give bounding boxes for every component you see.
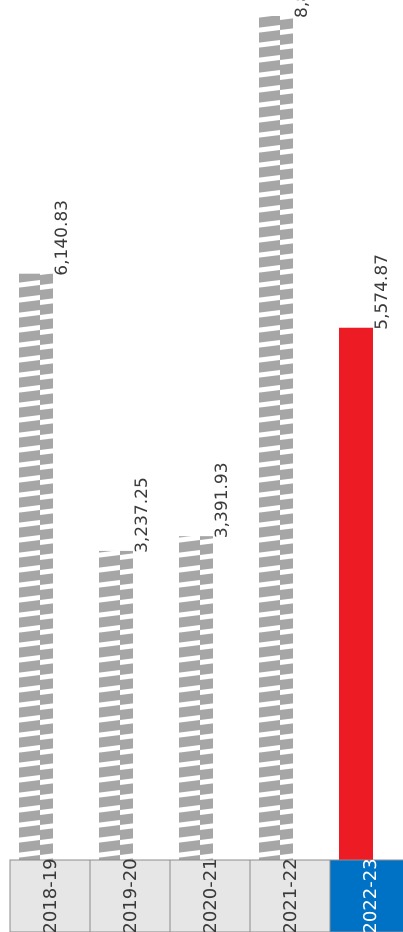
value-labels-layer: 6,140.83 3,237.25 3,391.93 8,840.06 5,574.87	[52, 0, 392, 553]
category-axis: 2018-19 2019-20 2020-21 2021-22 2022-23	[9, 858, 403, 932]
category-box-2021-22	[249, 859, 331, 932]
value-label-2018-19: 6,140.83	[52, 200, 72, 276]
category-box-2022-23	[329, 859, 403, 932]
category-label-2021-22: 2021-22	[280, 858, 301, 932]
value-label-2022-23: 5,574.87	[372, 254, 392, 330]
value-label-2021-22: 8,840.06	[292, 0, 312, 18]
category-label-2020-21: 2020-21	[200, 858, 221, 932]
bar-2018-19	[19, 273, 53, 861]
bar-2019-20	[99, 550, 133, 860]
category-box-2018-19	[9, 859, 91, 932]
bar-2021-22	[259, 16, 293, 860]
category-box-2019-20	[89, 859, 171, 932]
category-label-2019-20: 2019-20	[120, 858, 141, 932]
value-label-2020-21: 3,391.93	[212, 462, 232, 538]
bars-layer	[19, 16, 373, 861]
bar-2020-21	[179, 536, 213, 860]
category-label-2018-19: 2018-19	[40, 858, 61, 932]
category-label-2022-23: 2022-23	[360, 858, 381, 932]
value-label-2019-20: 3,237.25	[132, 477, 152, 553]
bar-2022-23	[339, 327, 373, 860]
category-box-2020-21	[169, 859, 251, 932]
